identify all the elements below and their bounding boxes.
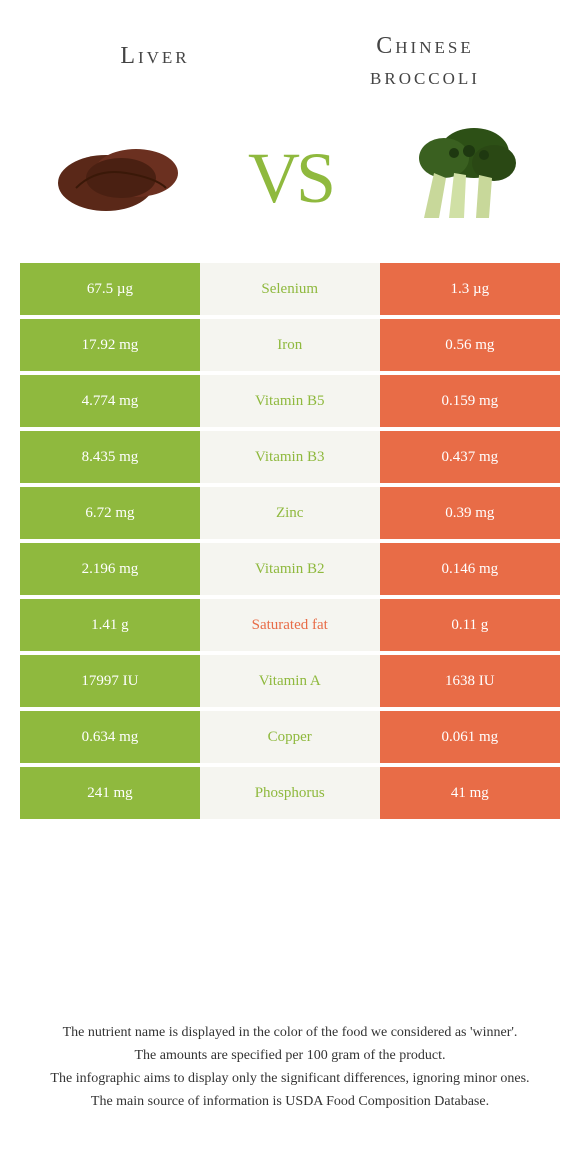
left-value: 4.774 mg — [20, 375, 200, 427]
table-row: 67.5 µgSelenium1.3 µg — [20, 263, 560, 315]
table-row: 1.41 gSaturated fat0.11 g — [20, 599, 560, 651]
right-value: 0.56 mg — [380, 319, 560, 371]
right-value: 0.39 mg — [380, 487, 560, 539]
nutrient-name: Vitamin B2 — [200, 543, 380, 595]
table-row: 17997 IUVitamin A1638 IU — [20, 655, 560, 707]
nutrient-name: Copper — [200, 711, 380, 763]
right-food-title: Chinese broccoli — [290, 25, 560, 93]
nutrient-comparison-table: 67.5 µgSelenium1.3 µg17.92 mgIron0.56 mg… — [20, 263, 560, 819]
left-value: 241 mg — [20, 767, 200, 819]
nutrient-name: Vitamin B5 — [200, 375, 380, 427]
nutrient-name: Iron — [200, 319, 380, 371]
right-value: 0.061 mg — [380, 711, 560, 763]
footer-notes: The nutrient name is displayed in the co… — [30, 1022, 550, 1114]
left-value: 8.435 mg — [20, 431, 200, 483]
right-value: 1.3 µg — [380, 263, 560, 315]
left-value: 6.72 mg — [20, 487, 200, 539]
right-value: 0.11 g — [380, 599, 560, 651]
table-row: 6.72 mgZinc0.39 mg — [20, 487, 560, 539]
right-value: 1638 IU — [380, 655, 560, 707]
right-value: 41 mg — [380, 767, 560, 819]
right-value: 0.437 mg — [380, 431, 560, 483]
table-row: 0.634 mgCopper0.061 mg — [20, 711, 560, 763]
nutrient-name: Zinc — [200, 487, 380, 539]
left-value: 2.196 mg — [20, 543, 200, 595]
right-value: 0.146 mg — [380, 543, 560, 595]
nutrient-name: Selenium — [200, 263, 380, 315]
left-value: 0.634 mg — [20, 711, 200, 763]
broccoli-image — [384, 123, 534, 233]
left-value: 17997 IU — [20, 655, 200, 707]
left-value: 17.92 mg — [20, 319, 200, 371]
table-row: 17.92 mgIron0.56 mg — [20, 319, 560, 371]
left-value: 1.41 g — [20, 599, 200, 651]
left-value: 67.5 µg — [20, 263, 200, 315]
liver-image — [46, 123, 196, 233]
table-row: 241 mgPhosphorus41 mg — [20, 767, 560, 819]
table-row: 2.196 mgVitamin B20.146 mg — [20, 543, 560, 595]
left-food-title: Liver — [20, 25, 290, 70]
table-row: 8.435 mgVitamin B30.437 mg — [20, 431, 560, 483]
nutrient-name: Saturated fat — [200, 599, 380, 651]
nutrient-name: Vitamin B3 — [200, 431, 380, 483]
nutrient-name: Vitamin A — [200, 655, 380, 707]
right-value: 0.159 mg — [380, 375, 560, 427]
vs-separator: VS — [248, 137, 332, 220]
table-row: 4.774 mgVitamin B50.159 mg — [20, 375, 560, 427]
nutrient-name: Phosphorus — [200, 767, 380, 819]
